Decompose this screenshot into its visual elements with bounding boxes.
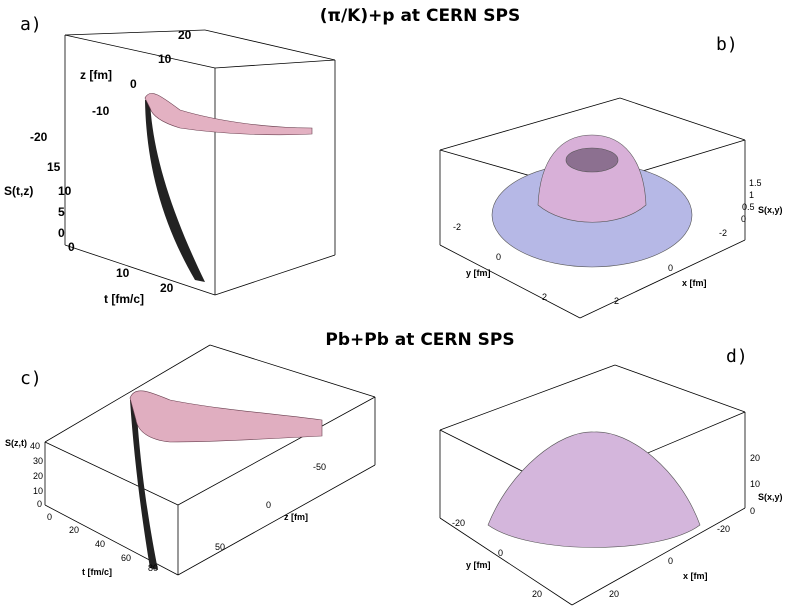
box-edge [439,517,573,606]
box-edge [177,396,376,506]
panel-d-ztick: 20 [750,453,761,463]
panel-c-ytick: 50 [215,542,226,552]
panel-b-ytick: -2 [453,222,462,232]
panel-d-zlabel: S(x,y) [758,492,783,502]
box-edge [177,464,376,576]
box-edge [614,364,746,413]
panel-b-xtick: -2 [719,228,728,238]
panel-c-zlabel: S(z,t) [5,438,27,448]
panel-c-ytick: -50 [313,462,327,472]
panel-d-xtick: -20 [717,524,731,534]
panel-c-ytick: 0 [266,500,272,510]
surface-wall [130,400,158,570]
box-edge [64,29,206,36]
surface-sheet [129,390,323,443]
panel-c-ztick: 10 [33,486,44,496]
panel-b-ztick: 0.5 [742,202,755,212]
panel-c-ztick: 30 [33,456,44,466]
panel-d-ylabel: y [fm] [466,560,491,570]
box-edge [44,344,211,443]
box-edge [214,59,336,69]
panel-a-ytick: 20 [178,28,192,42]
panel-c-ylabel: z [fm] [284,512,308,522]
panel-d-ytick: 0 [498,548,504,558]
panel-a-xlabel: t [fm/c] [104,292,144,306]
panel-a-ytick: -20 [30,130,48,144]
box-edge [439,364,616,431]
panel-a-xtick: 10 [116,266,130,280]
panel-c-surface [129,390,323,570]
panel-a-ytick: 10 [158,52,172,66]
panel-a-ytick: -10 [92,104,110,118]
box-edge [204,29,336,61]
panel-a-xtick: 0 [68,240,75,254]
surface-cone [487,431,701,548]
panel-c-ztick: 40 [30,441,41,451]
panel-c-xtick: 0 [47,512,53,522]
panel-c-xtick: 60 [121,553,132,563]
panel-a-surface [144,93,313,282]
panel-d-ytick: 20 [532,589,543,599]
panel-label-b: b) [716,34,738,55]
panel-b-box [439,97,746,319]
panel-d-ytick: -20 [452,518,466,528]
surface-ring [537,134,647,223]
box-edge [64,244,216,296]
panel-label-c: c) [20,368,42,389]
panel-d-ztick: 10 [750,479,761,489]
panel-b-xlabel: x [fm] [682,278,707,288]
panel-b-xtick: 0 [668,263,674,273]
panel-b-ytick: 0 [496,252,502,262]
panel-a-ztick: 15 [47,160,61,174]
box-edge [439,97,621,151]
panel-b-ztick: 1.5 [749,178,762,188]
panel-b-ztick: 0 [741,214,747,224]
panel-c-ztick: 20 [33,471,44,481]
panel-a-box [64,29,336,296]
box-edge [571,507,746,606]
panel-b-ytick: 2 [542,292,548,302]
box-edge [579,239,746,319]
box-edge [64,34,216,69]
panel-a-zlabel: S(t,z) [4,184,34,198]
panel-c-xtick: 40 [95,539,106,549]
panel-b-zlabel: S(x,y) [758,205,783,215]
panel-d-ztick: 0 [750,506,756,516]
surface-wall [145,100,205,282]
panel-a-xtick: 20 [160,281,174,295]
panel-c-xtick: 20 [69,525,80,535]
box-edge [209,344,376,398]
figure-title-bottom: Pb+Pb at CERN SPS [325,330,515,350]
panel-label-d: d) [726,346,748,367]
box-edge [214,254,336,296]
panel-c-box [44,344,376,576]
box-edge [44,441,179,506]
surface-sheet [144,93,313,136]
box-edge [439,244,581,319]
box-edge [619,97,746,141]
surface-crater [565,147,619,173]
panel-c-ztick: 0 [37,499,43,509]
panel-label-a: a) [20,14,42,35]
panel-d-xtick: 0 [668,556,674,566]
panel-b-surface [491,134,693,268]
panel-a-ylabel: z [fm] [80,68,112,82]
panel-a-ytick: 0 [130,77,137,91]
panel-c-xlabel: t [fm/c] [82,567,112,577]
panel-b-ylabel: y [fm] [466,268,491,278]
panel-b-xtick: 2 [614,296,620,306]
panel-d-xlabel: x [fm] [683,571,708,581]
figure-title-top: (π/K)+p at CERN SPS [319,6,521,26]
panel-a-ztick: 5 [58,205,65,219]
panel-a-ztick: 0 [58,226,65,240]
panel-d-xtick: 20 [609,589,620,599]
panel-a-ztick: 10 [58,184,72,198]
panel-d-surface [487,431,701,548]
panel-c-xtick: 80 [148,563,159,573]
panel-b-ztick: 1 [749,190,755,200]
